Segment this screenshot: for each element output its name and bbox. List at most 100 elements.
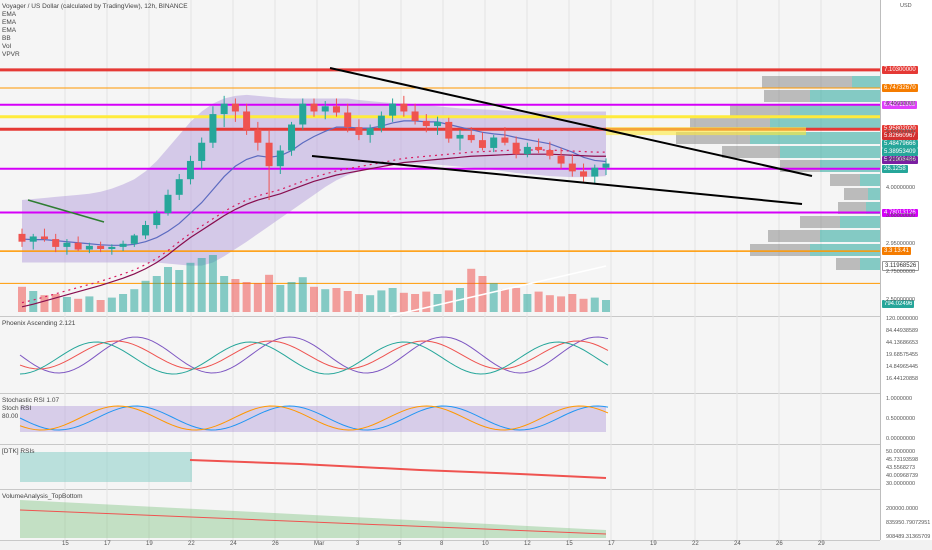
time-tick: 24 [734, 541, 741, 547]
price-tag: 3.3 13.41 [882, 247, 912, 256]
candle-body [377, 115, 385, 129]
volume-bar [107, 297, 116, 312]
candle-body [198, 142, 206, 161]
volume-bar [467, 268, 476, 312]
bollinger-band-area [22, 94, 606, 266]
volume-profile-bar-down [730, 104, 790, 116]
rsi-title: [DTK] RSIs [2, 448, 35, 455]
volume-bar [208, 255, 217, 312]
parabolic-sar [21, 149, 606, 304]
candle-body [456, 134, 464, 139]
time-tick: 3 [356, 541, 360, 547]
price-tag: 5.38953409 [882, 148, 918, 157]
candle-body [74, 242, 82, 250]
volume-profile-bar-down [844, 188, 868, 200]
time-tick: 24 [230, 541, 237, 547]
volume-bar [220, 276, 229, 312]
ema-slow-line [21, 153, 606, 308]
yellow-zone [606, 127, 806, 136]
trendline-upper [329, 67, 813, 177]
price-tag: 5.21908486 [882, 156, 918, 165]
volume-bar [253, 283, 262, 312]
candle-body [209, 114, 217, 143]
candle-body [119, 243, 127, 247]
volume-profile-bar-up [790, 104, 880, 116]
volume-bar [130, 289, 139, 312]
candle-body [535, 146, 543, 151]
rsi-line [189, 459, 607, 479]
stoch-rsi-pane [0, 394, 880, 445]
candle-body [321, 106, 329, 112]
volume-bar [568, 294, 577, 312]
volume-bar [231, 279, 240, 312]
volume-bar [85, 296, 94, 312]
volume-bar [186, 262, 195, 312]
price-tag: 6.74732670 [882, 84, 918, 93]
stoch-tick: 0.50000000 [886, 416, 916, 422]
volume-bar [602, 300, 610, 312]
volume-analysis-area [20, 500, 606, 538]
trendline-white [389, 265, 607, 317]
volume-profile-bar-up [810, 90, 880, 102]
candle-body [366, 128, 374, 135]
candle-body [288, 124, 296, 151]
volume-bar [175, 270, 184, 312]
volume-bar [343, 291, 352, 312]
volume-profile-bar-up [770, 118, 880, 130]
rsi-tick: 30.0000000 [886, 481, 916, 487]
volume-bar [18, 286, 26, 312]
candle-body [602, 163, 610, 168]
volume-profile-bar-up [860, 258, 880, 270]
candle-body [254, 129, 262, 143]
time-tick: Mar [314, 541, 325, 547]
candle-body [389, 103, 397, 116]
volume-bar [534, 291, 543, 312]
volume-profile-bar-up [820, 230, 880, 242]
volume-bar [51, 294, 60, 312]
rsi-tick: 40.00968739 [886, 473, 919, 479]
price-tag: 5.95802020 [882, 125, 918, 134]
stoch-title: Stochastic RSI 1.07 [2, 397, 60, 404]
volume-bar [354, 294, 363, 312]
chart-title: Voyager / US Dollar (calculated by Tradi… [2, 3, 188, 10]
stoch-d-line [19, 405, 609, 431]
volume-bar [242, 282, 251, 312]
volume-profile-bar-down [830, 174, 860, 186]
candle-body [400, 103, 408, 112]
phoenix-title: Phoenix Ascending 2.121 [2, 320, 76, 327]
candle-body [478, 140, 486, 148]
time-tick: 26 [776, 541, 783, 547]
price-tick: 2.50000000 [886, 297, 916, 303]
volume-bar [489, 283, 498, 312]
price-tick: 4.00000000 [886, 185, 916, 191]
candle-body [108, 246, 116, 249]
price-tag: 6.42711909 [882, 100, 918, 109]
volume-profile-bar-down [690, 118, 770, 130]
candle-body [243, 111, 251, 130]
volume-analysis-tick: 200000.0000 [886, 506, 919, 512]
candle-body [220, 103, 228, 115]
volume-tag: 794.02496 [882, 300, 915, 308]
candle-body [142, 225, 150, 236]
volume-bar [96, 300, 105, 312]
candle-body [422, 120, 430, 127]
rsi-zone [20, 452, 192, 482]
volume-profile-bar-down [800, 216, 840, 228]
candle-body [512, 142, 520, 155]
volume-profile-bar-down [836, 258, 860, 270]
price-tag: 26.1258 [882, 164, 908, 173]
indicator-ema-2: EMA [2, 19, 17, 26]
phoenix-line-2 [19, 340, 609, 370]
volume-bar [523, 294, 532, 312]
candle-body [580, 171, 588, 177]
volume-analysis-tick: 835950.79072951 [886, 520, 931, 526]
volume-bar [276, 285, 285, 312]
volume-bar [164, 267, 172, 312]
currency-label: USD [900, 3, 912, 9]
candle-body [97, 245, 105, 249]
volume-bar [321, 289, 330, 312]
volume-bar [29, 291, 38, 312]
volume-bar [62, 297, 71, 312]
candle-body [153, 213, 161, 226]
